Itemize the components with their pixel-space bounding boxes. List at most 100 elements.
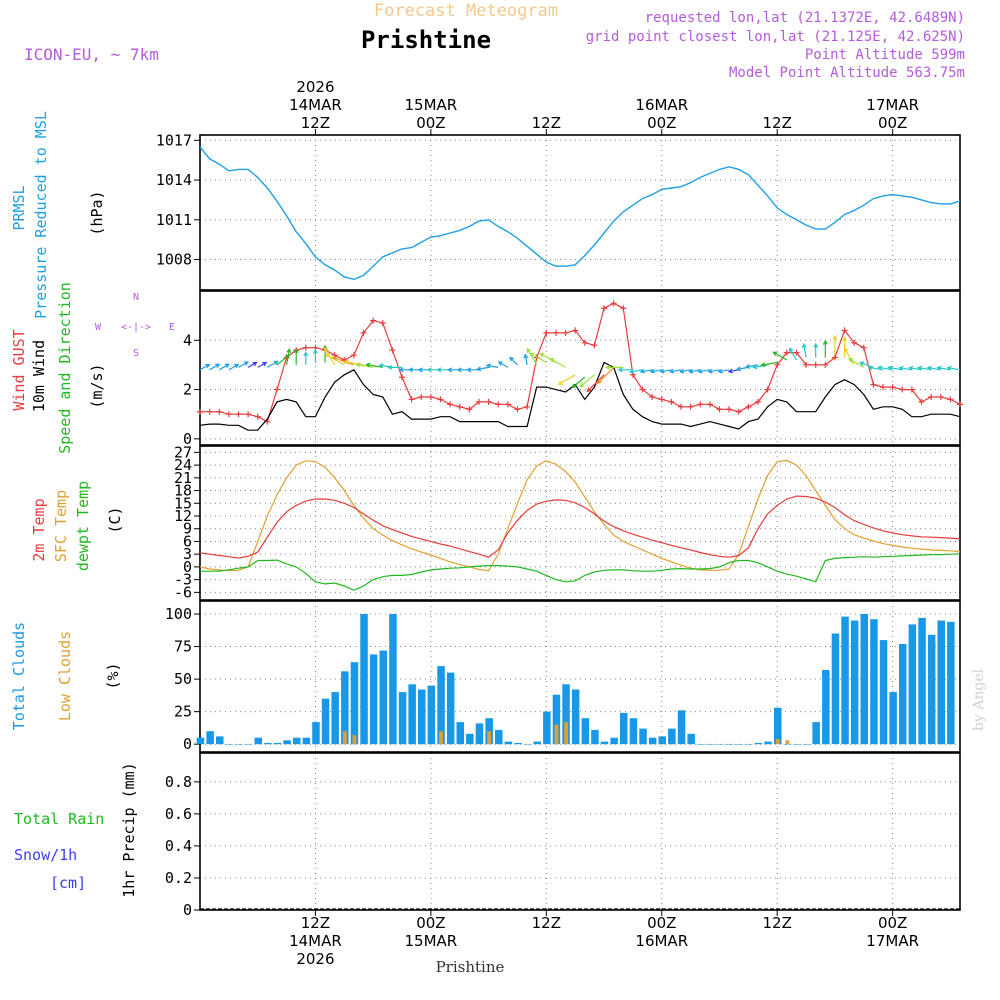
wind-direction-arrow bbox=[539, 352, 557, 364]
bottom-time-label: 16MAR bbox=[635, 932, 688, 950]
bottom-time-label: 00Z bbox=[878, 914, 907, 932]
clouds-panel: 0 25 50 75 100 bbox=[165, 600, 961, 753]
wind-gust-marker bbox=[591, 342, 598, 349]
total-cloud-bar bbox=[860, 614, 868, 745]
low-cloud-bar bbox=[342, 731, 347, 745]
y-tick-label: 0 bbox=[183, 430, 192, 448]
wind-direction-arrow bbox=[832, 334, 838, 356]
wind-gust-marker bbox=[678, 403, 685, 410]
total-cloud-bar bbox=[235, 744, 243, 745]
wind-gust-marker bbox=[880, 384, 887, 391]
y-tick-label: 18 bbox=[174, 482, 192, 500]
panel-frame bbox=[199, 600, 961, 753]
wind-direction-arrow bbox=[209, 363, 221, 371]
total-cloud-bar bbox=[244, 744, 253, 745]
wind-panel: 0 2 4 bbox=[183, 290, 963, 448]
total-cloud-bar bbox=[408, 684, 416, 745]
wind-gust-marker bbox=[504, 401, 511, 408]
wind-gust-marker bbox=[379, 320, 386, 327]
y-tick-label: 3 bbox=[183, 545, 192, 563]
wind-direction-arrow bbox=[801, 342, 807, 358]
bottom-time-label: 2026 bbox=[296, 950, 334, 968]
total-cloud-bar bbox=[908, 624, 917, 745]
wind-direction-arrow bbox=[218, 363, 230, 371]
wind-direction-arrow bbox=[679, 368, 691, 374]
wind-direction-arrow bbox=[907, 365, 922, 371]
y-tick-label: 25 bbox=[174, 703, 192, 721]
wind-gust-marker bbox=[928, 393, 935, 400]
total-cloud-bar bbox=[735, 744, 743, 745]
wind-gust-marker bbox=[514, 406, 521, 413]
total-cloud-bar bbox=[552, 694, 561, 745]
wind-gust-marker bbox=[947, 396, 954, 403]
wind-gust-marker bbox=[620, 305, 627, 312]
total-cloud-bar bbox=[418, 689, 426, 745]
total-cloud-bar bbox=[677, 710, 686, 745]
model-point-altitude: Model Point Altitude 563.75m bbox=[729, 65, 965, 81]
wind-gust-marker bbox=[581, 339, 588, 346]
total-cloud-bar bbox=[533, 741, 541, 745]
compass-rose: N S W E <-|-> bbox=[95, 292, 175, 359]
wind-gust-marker bbox=[870, 381, 877, 388]
wind-gust-marker bbox=[216, 408, 223, 415]
compass-w: W bbox=[95, 322, 102, 333]
total-cloud-bar bbox=[774, 707, 782, 745]
wind-gust-marker bbox=[225, 411, 232, 418]
low-cloud-bar bbox=[564, 722, 568, 745]
y-tick-label: 100 bbox=[165, 605, 192, 623]
wind-direction-arrow bbox=[571, 376, 586, 389]
wind-gust-marker bbox=[735, 408, 742, 415]
top-time-label: 15MAR bbox=[405, 96, 458, 114]
total-cloud-bar bbox=[581, 718, 590, 745]
model-label: ICON-EU, ~ 7km bbox=[24, 45, 159, 64]
compass-arrows: <-|-> bbox=[121, 322, 151, 333]
y-tick-label: 0.2 bbox=[165, 869, 192, 887]
wind-gust-marker bbox=[427, 393, 434, 400]
wind-direction-arrow bbox=[286, 347, 292, 366]
total-cloud-bar bbox=[639, 728, 647, 745]
y-tick-label: 1008 bbox=[156, 251, 192, 269]
total-cloud-bar bbox=[341, 671, 349, 745]
station-title: Prishtine bbox=[361, 26, 491, 54]
wind-gust-marker bbox=[552, 329, 559, 336]
wind-direction-arrow bbox=[257, 361, 268, 368]
wind-gust-marker bbox=[639, 386, 646, 393]
total-cloud-bar bbox=[591, 729, 599, 745]
pressure-long-label: Pressure Reduced to MSL bbox=[32, 111, 50, 319]
total-cloud-bar bbox=[793, 744, 801, 745]
wind-direction-arrow bbox=[509, 356, 518, 366]
total-cloud-bar bbox=[831, 633, 840, 745]
total-cloud-bar bbox=[350, 662, 359, 745]
wind-gust-line bbox=[200, 302, 961, 423]
total-cloud-bar bbox=[850, 620, 859, 745]
low-clouds-label: Low Clouds bbox=[56, 631, 74, 721]
snow-label: Snow/1h bbox=[14, 846, 77, 864]
total-cloud-bar bbox=[879, 640, 888, 745]
wind-direction-arrow bbox=[365, 362, 383, 368]
y-tick-label: 6 bbox=[183, 532, 192, 550]
wind-direction-arrow bbox=[946, 365, 961, 371]
wind-gust-marker bbox=[437, 396, 444, 403]
t2m-label: 2m Temp bbox=[30, 498, 48, 561]
y-tick-label: 9 bbox=[183, 520, 192, 538]
wind-gust-marker bbox=[610, 300, 617, 307]
wind-gust-marker bbox=[793, 349, 800, 356]
y-tick-label: 0 bbox=[183, 558, 192, 576]
total-cloud-bar bbox=[870, 619, 878, 745]
total-cloud-bar bbox=[658, 736, 666, 745]
wind-direction-arrow bbox=[476, 366, 489, 372]
total-cloud-bar bbox=[697, 744, 705, 745]
bottom-time-label: 00Z bbox=[416, 914, 445, 932]
total-cloud-bar bbox=[360, 614, 368, 745]
total-cloud-bar bbox=[947, 621, 955, 745]
total-cloud-bar bbox=[889, 692, 897, 745]
total-cloud-bar bbox=[543, 711, 551, 745]
wind-gust-marker bbox=[466, 406, 473, 413]
wind-direction-arrow bbox=[199, 363, 211, 371]
total-cloud-bar bbox=[927, 634, 936, 745]
point-altitude: Point Altitude 599m bbox=[805, 47, 965, 63]
wind-gust-marker bbox=[706, 401, 713, 408]
